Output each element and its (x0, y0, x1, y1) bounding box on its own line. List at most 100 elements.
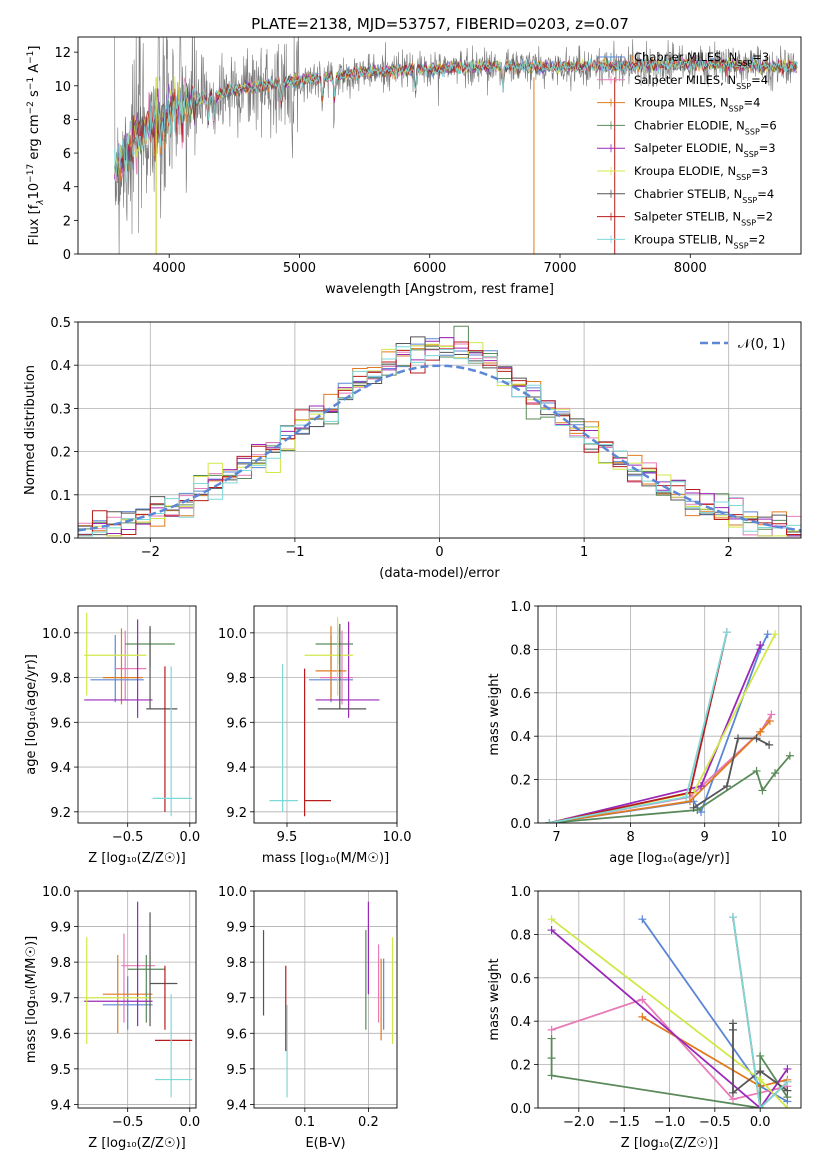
mass-weight-marker (756, 1051, 765, 1060)
x-tick-label: 8 (626, 830, 634, 845)
legend-label-name: Chabrier ELODIE, N (634, 118, 745, 132)
plot-area (545, 628, 794, 823)
mass-weight-marker (696, 782, 705, 791)
y-tick-label: 1.0 (510, 600, 531, 615)
mass-weight-marker (752, 734, 761, 743)
legend-label-sub: SSP (745, 127, 760, 136)
x-tick-label: −1.0 (654, 1115, 686, 1130)
mass-weight-line (548, 631, 728, 823)
y-tick-label: 0.0 (50, 532, 71, 547)
panel-residuals: −2 −1 0 1 2 0.0 0.1 0.2 0.3 0.4 0.5 (data-model)/er… (23, 316, 802, 581)
y-axis-label-part: erg cm (27, 114, 42, 163)
plot-area (84, 612, 193, 817)
x-tick-label: 0.0 (750, 1115, 771, 1130)
legend-label: Chabrier ELODIE, NSSP=6 (634, 118, 777, 136)
mass-weight-marker (547, 1034, 556, 1043)
y-tick-label: 9.7 (50, 992, 71, 1007)
y-tick-label: 9.4 (50, 1098, 71, 1113)
x-tick-label: 7000 (543, 261, 576, 276)
mass-weight-marker (785, 751, 794, 760)
y-axis-label: mass weight (487, 673, 502, 755)
y-tick-label: 0.6 (510, 687, 531, 702)
y-tick-label: 9.6 (226, 1027, 247, 1042)
mass-weight-marker (547, 1054, 556, 1063)
x-tick-label: −1.5 (608, 1115, 640, 1130)
mass-weight-marker (734, 734, 743, 743)
mass-weight-marker (728, 1088, 737, 1097)
y-tick-label: 12 (54, 46, 71, 61)
panel-mass-vs-ebv: 0.1 0.2 9.4 9.5 9.6 9.7 9.8 9.9 10.0 E(B-V) (218, 885, 398, 1151)
legend-label: Kroupa STELIB, NSSP=2 (634, 232, 765, 250)
mass-weight-marker (685, 797, 694, 806)
mass-weight-marker (547, 1025, 556, 1034)
panel-age-vs-mass: 9.5 10.0 9.2 9.4 9.6 9.8 10.0 mass [log₁₀(M/M☉)… (218, 605, 411, 866)
y-tick-label: 9.7 (226, 992, 247, 1007)
legend-label-name: Kroupa ELODIE, N (634, 164, 736, 178)
legend-label-name: Salpeter MILES, N (634, 73, 736, 87)
panel-massweight-vs-age: 7 8 9 10 0.0 0.2 0.4 0.6 0.8 1.0 age [log₁₀(age/yr… (487, 600, 802, 866)
legend-label: Chabrier STELIB, NSSP=4 (634, 187, 774, 205)
legend-label-sub: SSP (729, 104, 744, 113)
mass-weight-marker (547, 915, 556, 924)
legend-label-count: =6 (760, 118, 777, 132)
y-axis-label-part: ] (27, 46, 42, 51)
axes-frame (253, 605, 398, 824)
panel-age-vs-Z: −0.5 0.0 9.2 9.4 9.6 9.8 10.0 Z [log₁₀(Z/Z☉)] ag… (24, 605, 200, 866)
x-tick-label: −1 (285, 545, 304, 560)
x-tick-label: 9 (701, 830, 709, 845)
legend-label: Chabrier MILES, NSSP=3 (634, 50, 769, 68)
mass-weight-marker (783, 1086, 792, 1095)
y-tick-label: 0.0 (510, 1102, 531, 1117)
mass-weight-marker (545, 819, 554, 823)
y-tick-label: 0.4 (510, 730, 531, 745)
y-axis-label-part: λ (36, 199, 46, 205)
y-tick-label: 0.2 (510, 774, 531, 789)
y-tick-label: 0.4 (50, 359, 71, 374)
plot-area (84, 901, 193, 1098)
axes-frame (537, 605, 802, 824)
y-axis-label-part: −1 (26, 51, 36, 64)
y-tick-label: 0.1 (50, 489, 71, 504)
axes-frame (537, 890, 802, 1109)
x-tick-label: 6000 (413, 261, 446, 276)
legend-label-name: Chabrier MILES, N (634, 50, 737, 64)
x-tick-label: 10 (771, 830, 788, 845)
y-tick-label: 10.0 (218, 627, 247, 642)
panel-spectrum: 4000 5000 6000 7000 8000 0 2 4 6 8 10 12 wavelength … (26, 36, 802, 297)
mass-weight-line (548, 631, 728, 823)
plot-area (547, 913, 792, 1108)
y-axis-label: Normed distribution (23, 365, 38, 495)
plot-area (78, 325, 801, 538)
x-tick-label: 1 (580, 545, 588, 560)
mass-weight-marker (756, 1104, 765, 1108)
legend-label: Salpeter MILES, NSSP=4 (634, 73, 768, 91)
y-tick-label: 0.8 (510, 928, 531, 943)
x-tick-label: −0.5 (699, 1115, 731, 1130)
axes-frame (77, 890, 197, 1109)
mass-weight-marker (765, 717, 774, 726)
y-axis-label-part: 10 (27, 183, 42, 200)
y-tick-label: 9.2 (226, 806, 247, 821)
legend-label-name: Salpeter ELODIE, N (634, 141, 744, 155)
plot-area (262, 901, 394, 1098)
x-tick-label: 0.2 (358, 1115, 379, 1130)
x-tick-label: 0.0 (179, 830, 200, 845)
y-axis-label-part: −2 (26, 101, 36, 114)
legend-label-count: =2 (749, 232, 766, 246)
y-tick-label: 9.2 (50, 806, 71, 821)
x-tick-label: 8000 (674, 261, 707, 276)
y-tick-label: 9.8 (50, 672, 71, 687)
x-tick-label: −2.0 (563, 1115, 595, 1130)
y-tick-label: 10.0 (218, 885, 247, 900)
mass-weight-marker (756, 727, 765, 736)
x-axis-label: mass [log₁₀(M/M☉)] (262, 851, 389, 866)
y-tick-label: 0.4 (510, 1015, 531, 1030)
y-axis-label-part: −1 (26, 77, 36, 90)
mass-weight-line (549, 755, 791, 823)
legend-label-count: =4 (744, 96, 761, 110)
y-axis-label: Flux [fλ10−17 erg cm−2 s−1 A−1] (26, 46, 46, 246)
y-tick-label: 10.0 (42, 885, 71, 900)
y-axis-label-part: −17 (26, 164, 36, 183)
legend-label-count: =4 (757, 187, 774, 201)
plot-area (269, 617, 380, 817)
